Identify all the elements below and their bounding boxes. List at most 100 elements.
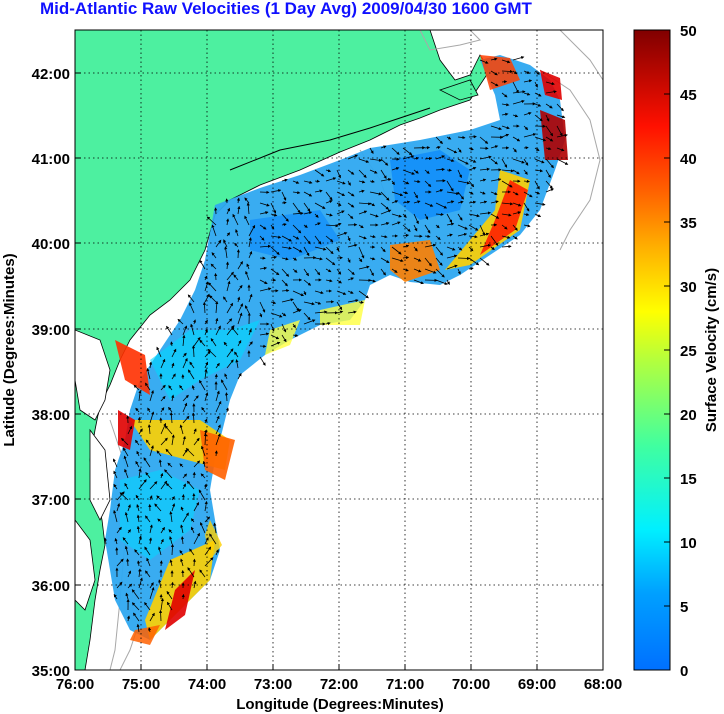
y-tick-label: 35:00 [32, 663, 70, 680]
velocity-arrow [501, 158, 508, 168]
velocity-arrow [446, 233, 453, 237]
velocity-arrow [235, 359, 239, 369]
velocity-arrow [501, 112, 509, 116]
velocity-arrow [187, 369, 195, 380]
x-tick-label: 72:00 [320, 676, 358, 693]
velocity-arrow [457, 246, 463, 251]
velocity-arrow [214, 207, 218, 215]
velocity-arrow [248, 237, 252, 248]
velocity-arrow [202, 460, 206, 468]
velocity-arrow [424, 268, 437, 274]
velocity-arrow [358, 202, 372, 206]
velocity-arrow [303, 202, 311, 212]
velocity-arrow [131, 602, 140, 611]
velocity-arrow [236, 197, 240, 204]
velocity-arrow [303, 279, 312, 286]
colorbar-tick-label: 20 [680, 407, 697, 424]
velocity-arrow [237, 312, 243, 325]
velocity-arrow [292, 202, 301, 214]
velocity-arrow [512, 81, 519, 94]
colorbar-tick-label: 0 [680, 663, 688, 680]
velocity-arrow [136, 450, 140, 457]
velocity-arrow [204, 293, 210, 303]
velocity-arrow [199, 379, 206, 391]
velocity-arrow [199, 569, 206, 578]
velocity-arrow [165, 482, 173, 490]
velocity-arrow [336, 246, 340, 252]
velocity-arrow [113, 458, 118, 468]
velocity-arrow [303, 224, 308, 228]
velocity-arrow [490, 213, 500, 219]
velocity-arrow [402, 200, 411, 204]
velocity-arrow [534, 169, 544, 173]
velocity-arrow [556, 125, 563, 137]
velocity-arrow [198, 489, 206, 501]
velocity-arrow [545, 188, 555, 193]
velocity-arrow [325, 268, 332, 273]
velocity-arrow [182, 473, 188, 479]
velocity-arrow [270, 255, 278, 259]
velocity-arrow [523, 79, 533, 83]
velocity-arrow [391, 167, 400, 171]
velocity-arrow [501, 80, 508, 84]
velocity-arrow [347, 310, 357, 314]
velocity-arrow [325, 246, 334, 255]
velocity-arrow [435, 246, 444, 256]
velocity-arrow [237, 261, 243, 270]
velocity-arrow [292, 290, 305, 297]
velocity-arrow [435, 145, 441, 150]
velocity-arrow [468, 224, 479, 231]
velocity-arrow [182, 415, 190, 424]
velocity-arrow [314, 290, 324, 295]
velocity-arrow [369, 158, 383, 162]
velocity-arrow [380, 222, 390, 226]
velocity-arrow [224, 392, 229, 402]
velocity-arrow [259, 224, 267, 230]
velocity-arrow [314, 179, 320, 183]
velocity-arrow [523, 146, 529, 150]
velocity-arrow [347, 169, 355, 175]
velocity-arrow [281, 298, 294, 303]
velocity-arrow [160, 526, 165, 534]
velocity-arrow [501, 169, 514, 173]
velocity-arrow [138, 468, 142, 479]
velocity-arrow [116, 526, 122, 534]
velocity-arrow [169, 511, 173, 523]
velocity-arrow [490, 200, 499, 204]
velocity-arrow [259, 332, 270, 336]
velocity-arrow [169, 536, 173, 545]
velocity-arrow [149, 390, 154, 402]
velocity-arrow [501, 213, 512, 217]
velocity-arrow [127, 504, 131, 512]
velocity-arrow [116, 558, 124, 567]
velocity-arrow [380, 177, 392, 182]
velocity-arrow [180, 558, 184, 567]
velocity-arrow [402, 224, 411, 232]
velocity-arrow [210, 338, 217, 347]
velocity-arrow [207, 348, 217, 358]
velocity-arrow [189, 302, 195, 314]
velocity-arrow [159, 609, 163, 622]
velocity-arrow [380, 169, 387, 179]
velocity-arrow [534, 158, 545, 164]
velocity-arrow [231, 326, 239, 336]
velocity-arrow [512, 136, 521, 142]
velocity-arrow [204, 500, 208, 512]
velocity-arrow [369, 235, 376, 239]
velocity-arrow [226, 280, 231, 292]
velocity-arrow [358, 246, 365, 259]
velocity-arrow [457, 200, 464, 204]
velocity-arrow [137, 416, 141, 424]
velocity-arrow [127, 425, 133, 435]
velocity-arrow [203, 432, 208, 446]
velocity-arrow [413, 246, 418, 252]
velocity-arrow [424, 224, 431, 234]
velocity-arrow [413, 224, 418, 232]
velocity-arrow [156, 346, 162, 358]
velocity-arrow [358, 189, 365, 193]
y-tick-label: 37:00 [32, 492, 70, 509]
velocity-arrow [314, 189, 323, 193]
velocity-arrow [413, 279, 424, 285]
velocity-arrow [136, 504, 140, 512]
velocity-arrow [545, 125, 554, 137]
